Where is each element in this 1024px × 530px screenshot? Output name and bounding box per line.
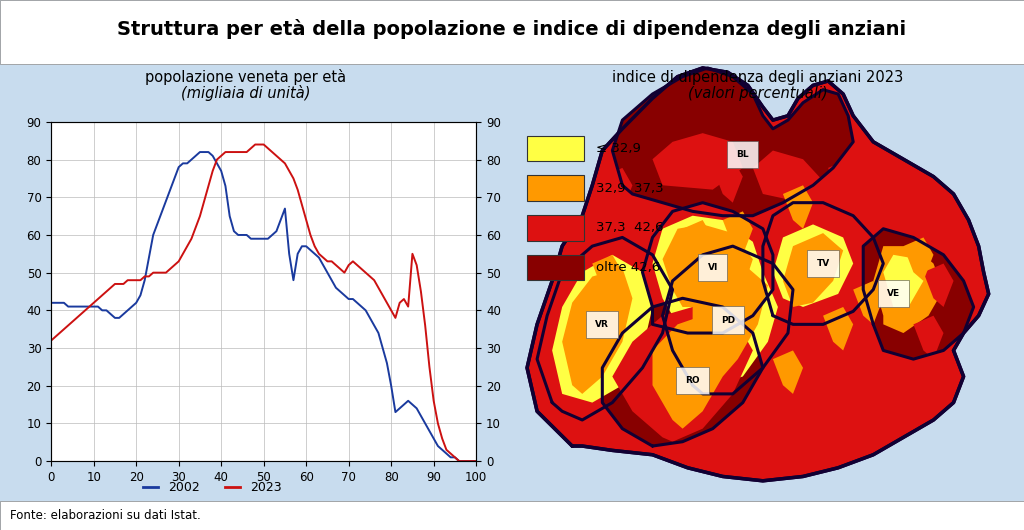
Polygon shape [602, 168, 633, 211]
Polygon shape [803, 342, 838, 376]
Text: 32,9  37,3: 32,9 37,3 [596, 182, 664, 195]
Polygon shape [663, 246, 793, 394]
Polygon shape [773, 350, 803, 394]
Polygon shape [652, 133, 742, 190]
Polygon shape [652, 316, 733, 429]
Polygon shape [753, 151, 823, 202]
Polygon shape [723, 211, 753, 255]
Text: VE: VE [887, 289, 900, 298]
Text: indice di dipendenza degli anziani 2023: indice di dipendenza degli anziani 2023 [612, 70, 903, 85]
Polygon shape [578, 229, 612, 259]
Polygon shape [924, 263, 953, 307]
Polygon shape [783, 186, 813, 229]
Polygon shape [673, 142, 702, 186]
Polygon shape [828, 159, 858, 202]
Text: PD: PD [721, 315, 735, 324]
Polygon shape [884, 368, 913, 411]
Polygon shape [537, 237, 673, 420]
Polygon shape [853, 342, 884, 376]
Legend: 2002, 2023: 2002, 2023 [138, 476, 287, 499]
Polygon shape [592, 255, 623, 298]
Polygon shape [884, 186, 913, 229]
Text: BL: BL [736, 151, 750, 160]
Polygon shape [612, 68, 853, 216]
Text: RO: RO [685, 376, 700, 385]
Polygon shape [773, 224, 853, 307]
Text: oltre 42,6: oltre 42,6 [596, 261, 660, 274]
Polygon shape [683, 220, 713, 263]
Text: popolazione veneta per età: popolazione veneta per età [145, 69, 346, 85]
Polygon shape [884, 255, 924, 307]
Polygon shape [713, 159, 742, 202]
Text: Struttura per età della popolazione e indice di dipendenza degli anziani: Struttura per età della popolazione e in… [118, 19, 906, 39]
Text: Fonte: elaborazioni su dati Istat.: Fonte: elaborazioni su dati Istat. [10, 509, 201, 522]
Polygon shape [562, 268, 633, 394]
Polygon shape [572, 307, 602, 350]
Polygon shape [527, 68, 989, 481]
Polygon shape [873, 246, 943, 333]
Text: ≤ 32,9: ≤ 32,9 [596, 142, 641, 155]
Polygon shape [853, 281, 884, 324]
Polygon shape [602, 298, 763, 446]
Text: TV: TV [816, 259, 829, 268]
Text: (valori percentuali): (valori percentuali) [688, 86, 827, 101]
Polygon shape [763, 202, 884, 324]
Polygon shape [678, 255, 778, 385]
Polygon shape [863, 229, 974, 359]
Polygon shape [663, 224, 753, 307]
Text: 37,3  42,6: 37,3 42,6 [596, 222, 664, 234]
Polygon shape [552, 255, 652, 403]
Polygon shape [652, 216, 763, 324]
Polygon shape [903, 237, 934, 281]
Polygon shape [823, 307, 853, 350]
Polygon shape [692, 263, 768, 376]
Text: VR: VR [595, 320, 609, 329]
Text: (migliaia di unità): (migliaia di unità) [181, 85, 310, 101]
Polygon shape [642, 202, 773, 333]
Polygon shape [612, 307, 753, 441]
Text: VI: VI [708, 263, 718, 272]
Polygon shape [913, 316, 943, 359]
Polygon shape [783, 233, 843, 307]
